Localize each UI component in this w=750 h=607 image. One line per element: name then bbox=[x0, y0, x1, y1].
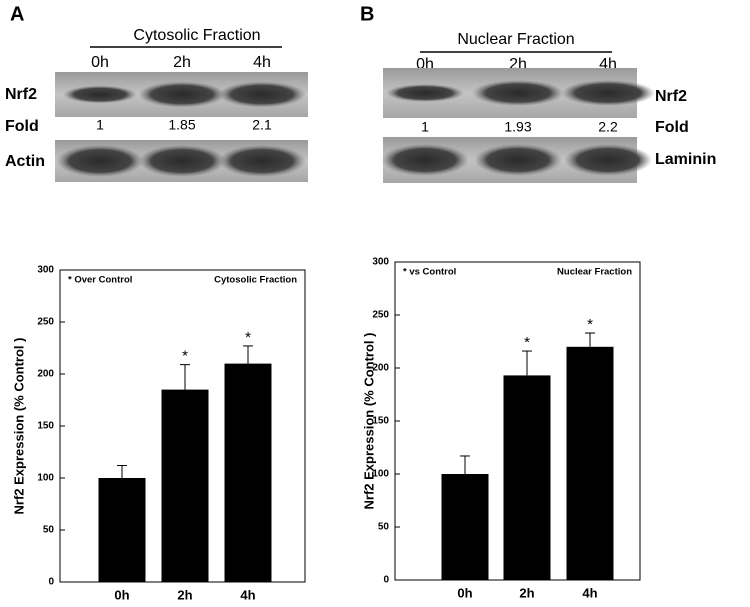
x-tick-label: 2h bbox=[177, 587, 192, 602]
fraction-title: Cytosolic Fraction bbox=[133, 27, 260, 44]
y-tick-label: 250 bbox=[372, 310, 389, 321]
row-label: Fold bbox=[655, 119, 689, 136]
annotation: Cytosolic Fraction bbox=[214, 275, 297, 286]
fraction-title: Nuclear Fraction bbox=[457, 31, 574, 48]
blot-band bbox=[138, 81, 226, 108]
y-tick-label: 50 bbox=[378, 522, 390, 533]
blot-band bbox=[381, 144, 469, 176]
x-tick-label: 4h bbox=[240, 587, 255, 602]
blot-band bbox=[472, 80, 564, 106]
y-tick-label: 250 bbox=[37, 317, 54, 328]
panel-label: B bbox=[360, 3, 374, 25]
y-tick-label: 0 bbox=[48, 577, 54, 588]
bar bbox=[503, 375, 551, 580]
fold-value: 1.93 bbox=[504, 119, 531, 135]
lane-label: 0h bbox=[91, 54, 109, 71]
bar bbox=[441, 474, 489, 580]
significance-mark: * bbox=[587, 316, 593, 333]
y-tick-label: 150 bbox=[37, 421, 54, 432]
blot-band bbox=[138, 145, 226, 177]
fold-value: 1 bbox=[421, 119, 429, 135]
blot-band bbox=[218, 145, 306, 177]
blot-band bbox=[561, 80, 655, 106]
y-tick-label: 300 bbox=[37, 265, 54, 276]
fold-value: 2.1 bbox=[252, 117, 272, 133]
y-tick-label: 100 bbox=[372, 469, 389, 480]
row-label: Nrf2 bbox=[5, 86, 37, 103]
blot-band bbox=[386, 84, 464, 102]
row-label: Actin bbox=[5, 153, 45, 170]
y-tick-label: 300 bbox=[372, 257, 389, 268]
row-label: Fold bbox=[5, 118, 39, 135]
annotation: Nuclear Fraction bbox=[557, 267, 632, 278]
y-tick-label: 150 bbox=[372, 416, 389, 427]
significance-mark: * bbox=[245, 329, 251, 346]
fold-value: 1.85 bbox=[168, 117, 195, 133]
significance-mark: * bbox=[524, 334, 530, 351]
annotation: * vs Control bbox=[403, 267, 456, 278]
fold-value: 1 bbox=[96, 117, 104, 133]
y-axis-label: Nrf2 Expression (% Control ) bbox=[11, 338, 26, 515]
blot-band bbox=[218, 81, 306, 108]
y-tick-label: 200 bbox=[372, 363, 389, 374]
y-tick-label: 50 bbox=[43, 525, 55, 536]
blot-band bbox=[474, 144, 562, 176]
significance-mark: * bbox=[182, 348, 188, 365]
bar bbox=[98, 478, 146, 582]
y-tick-label: 200 bbox=[37, 369, 54, 380]
row-label: Laminin bbox=[655, 151, 716, 168]
y-tick-label: 100 bbox=[37, 473, 54, 484]
bar bbox=[161, 389, 209, 582]
blot-band bbox=[63, 85, 137, 104]
annotation: * Over Control bbox=[68, 275, 132, 286]
bar bbox=[566, 346, 614, 580]
x-tick-label: 0h bbox=[457, 585, 472, 600]
lane-label: 2h bbox=[173, 54, 191, 71]
y-tick-label: 0 bbox=[383, 575, 389, 586]
blot-band bbox=[56, 145, 144, 177]
fold-value: 2.2 bbox=[598, 119, 618, 135]
x-tick-label: 0h bbox=[114, 587, 129, 602]
lane-label: 4h bbox=[253, 54, 271, 71]
bar bbox=[224, 363, 272, 582]
blot-band bbox=[564, 144, 652, 176]
panel-label: A bbox=[10, 3, 24, 25]
row-label: Nrf2 bbox=[655, 88, 687, 105]
y-axis-label: Nrf2 Expression (% Control ) bbox=[361, 333, 376, 510]
x-tick-label: 2h bbox=[519, 585, 534, 600]
x-tick-label: 4h bbox=[582, 585, 597, 600]
